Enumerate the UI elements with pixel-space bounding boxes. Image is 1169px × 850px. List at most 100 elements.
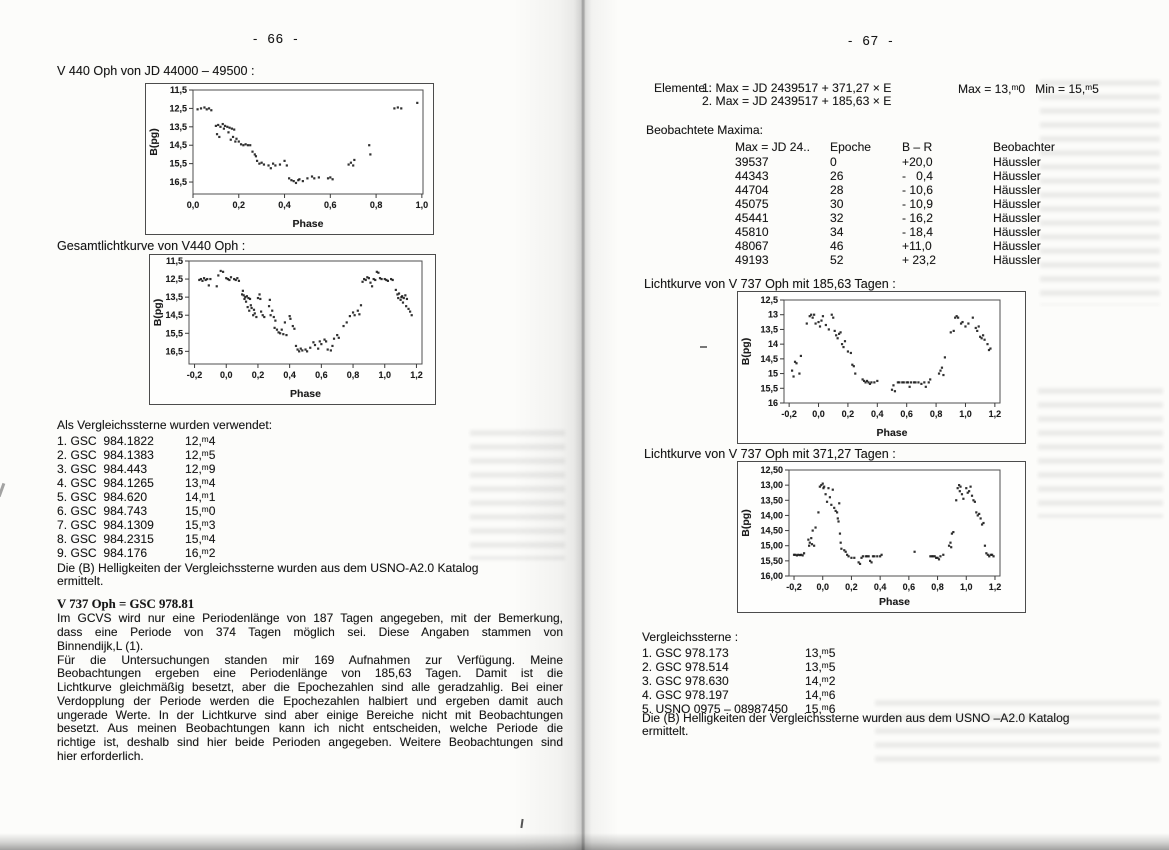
svg-text:1,0: 1,0 [959,409,972,419]
svg-text:0,6: 0,6 [324,200,337,210]
svg-text:1,2: 1,2 [410,370,423,380]
svg-text:0,8: 0,8 [347,370,360,380]
mag-value: 14,ᵐ2 [805,674,836,688]
svg-text:13,50: 13,50 [760,495,783,505]
comparison-star-row: 1. GSC 978.173 13,ᵐ5 [642,646,835,660]
maxima-table-header: Max = JD 24.. Epoche B – R Beobachter [735,140,1103,154]
text-line: Die (B) Helligkeiten der Vergleichsstern… [57,561,479,575]
maxima-row: 45075 30 - 10,9 Häussler [735,197,1103,211]
svg-text:-0,2: -0,2 [781,409,797,419]
svg-text:13,5: 13,5 [760,324,778,334]
br-value: +20,0 [902,155,933,169]
col-header-jd: Max = JD 24.. [735,140,810,154]
svg-text:B(pg): B(pg) [148,128,160,155]
comparison-star-row: 4. GSC 984.1265 13,ᵐ4 [57,476,215,490]
text-line: richtige ist, deshalb sind hier beide Pe… [57,735,563,750]
epoche-value: 28 [830,183,844,197]
jd-value: 44343 [735,169,769,183]
maxima-row: 45441 32 - 16,2 Häussler [735,211,1103,225]
svg-text:14,00: 14,00 [760,510,783,520]
mag-value: 13,ᵐ5 [805,660,836,674]
svg-text:0,2: 0,2 [252,370,265,380]
mag-value: 12,ᵐ9 [185,462,216,476]
svg-text:Phase: Phase [879,596,910,608]
section-title-v440: V 440 Oph von JD 44000 – 49500 : [57,64,255,78]
chart-v737-371: -0,2 0,0 0,2 0,4 0,6 0,8 1,0 1,2 12,50 13,00 13,50… [737,461,1026,613]
svg-text:-0,2: -0,2 [786,582,802,592]
scan-speck [700,346,707,348]
id-value: 3. GSC 978.630 [642,674,729,688]
chart-v440-full: -0,2 0,0 0,2 0,4 0,6 0,8 1,0 1,2 11,5 12,5 13,5 14,… [149,254,436,405]
svg-text:0,4: 0,4 [871,409,884,419]
svg-text:14,5: 14,5 [169,140,187,150]
comparison-star-row: 3. GSC 984.443 12,ᵐ9 [57,462,215,476]
svg-text:16,5: 16,5 [165,346,183,356]
paragraph-untersuchungen: Für die Untersuchungen standen mir 169 A… [57,652,563,764]
v440-oph-gesamtlichtkurve-plot: -0,2 0,0 0,2 0,4 0,6 0,8 1,0 1,2 11,5 12,5 13,5 14,… [152,256,423,400]
br-value: - 10,9 [902,197,933,211]
id-value: 2. GSC 984.1383 [57,448,154,462]
jd-value: 45441 [735,211,769,225]
svg-text:0,2: 0,2 [845,582,858,592]
id-value: 3. GSC 984.443 [57,462,148,476]
text-line: ermittelt. [642,724,689,738]
svg-text:15: 15 [768,369,778,379]
comparison-star-row: 5. USNO 0975 – 08987450 15,ᵐ6 [642,702,835,716]
svg-text:1,0: 1,0 [378,370,391,380]
col-header-epoche: Epoche [830,140,872,154]
svg-text:B(pg): B(pg) [740,509,752,536]
text-line: hier erforderlich. [57,749,144,764]
jd-value: 39537 [735,155,769,169]
text-line: Für die Untersuchungen standen mir 169 A… [57,652,563,667]
beobachter-value: Häussler [993,239,1041,253]
beobachter-value: Häussler [993,155,1041,169]
beobachter-value: Häussler [993,225,1041,239]
chart-v737-185: -0,2 0,0 0,2 0,4 0,6 0,8 1,0 1,2 12,5 13 13,5 14 14,… [737,291,1026,444]
id-value: 7. GSC 984.1309 [57,518,154,532]
id-value: 5. USNO 0975 – 08987450 [642,702,788,716]
svg-text:16: 16 [768,398,778,408]
text-line: 2. Max = JD 2439517 + 185,63 × E [702,94,892,108]
comparison-star-row: 2. GSC 984.1383 12,ᵐ5 [57,448,215,462]
beobachter-value: Häussler [993,183,1041,197]
paragraph-gcvs: Im GCVS wird nur eine Periodenlänge von … [57,611,563,653]
svg-text:-0,2: -0,2 [187,370,203,380]
comparison-star-row: 5. GSC 984.620 14,ᵐ1 [57,490,215,504]
id-value: 9. GSC 984.176 [57,546,148,560]
svg-text:1,2: 1,2 [989,409,1002,419]
caption-gesamtlichtkurve: Gesamtlichtkurve von V440 Oph : [57,239,246,253]
svg-text:0,6: 0,6 [315,370,328,380]
svg-text:16,5: 16,5 [169,177,187,187]
jd-value: 48067 [735,239,769,253]
jd-value: 49193 [735,253,769,267]
id-value: 5. GSC 984.620 [57,490,148,504]
jd-value: 45075 [735,197,769,211]
jd-value: 44704 [735,183,769,197]
beobachter-value: Häussler [993,253,1041,267]
maxima-row: 44343 26 - 0,4 Häussler [735,169,1103,183]
comparison-star-row: 4. GSC 978.197 14,ᵐ6 [642,688,835,702]
svg-text:13,5: 13,5 [165,292,183,302]
mag-value: 16,ᵐ2 [185,546,216,560]
text-line: ermittelt. [57,574,104,588]
mag-value: 12,ᵐ4 [185,434,216,448]
svg-text:0,0: 0,0 [187,200,200,210]
svg-text:12,5: 12,5 [169,103,187,113]
maxima-row: 44704 28 - 10,6 Häussler [735,183,1103,197]
beobachter-value: Häussler [993,197,1041,211]
comparison-star-row: 7. GSC 984.1309 15,ᵐ3 [57,518,215,532]
max-min-values: Max = 13,ᵐ0 Min = 15,ᵐ5 [958,82,1099,96]
text-line: Lichtkurve gleichmäßig besetzt, aber die… [57,680,563,695]
mag-value: 15,ᵐ3 [185,518,216,532]
svg-text:0,0: 0,0 [812,409,825,419]
br-value: +11,0 [902,239,932,253]
br-value: - 10,6 [902,183,933,197]
svg-text:0,2: 0,2 [842,409,855,419]
comparison-star-list-67: 1. GSC 978.173 13,ᵐ5 2. GSC 978.514 13,ᵐ5 3.… [642,646,835,716]
text-line: ungerade Werte. In der Lichtkurve sind a… [57,707,563,722]
id-value: 8. GSC 984.2315 [57,532,154,546]
catalog-note-66: Die (B) Helligkeiten der Vergleichsstern… [57,562,478,588]
svg-text:1,0: 1,0 [960,582,973,592]
svg-text:12,50: 12,50 [760,465,783,475]
